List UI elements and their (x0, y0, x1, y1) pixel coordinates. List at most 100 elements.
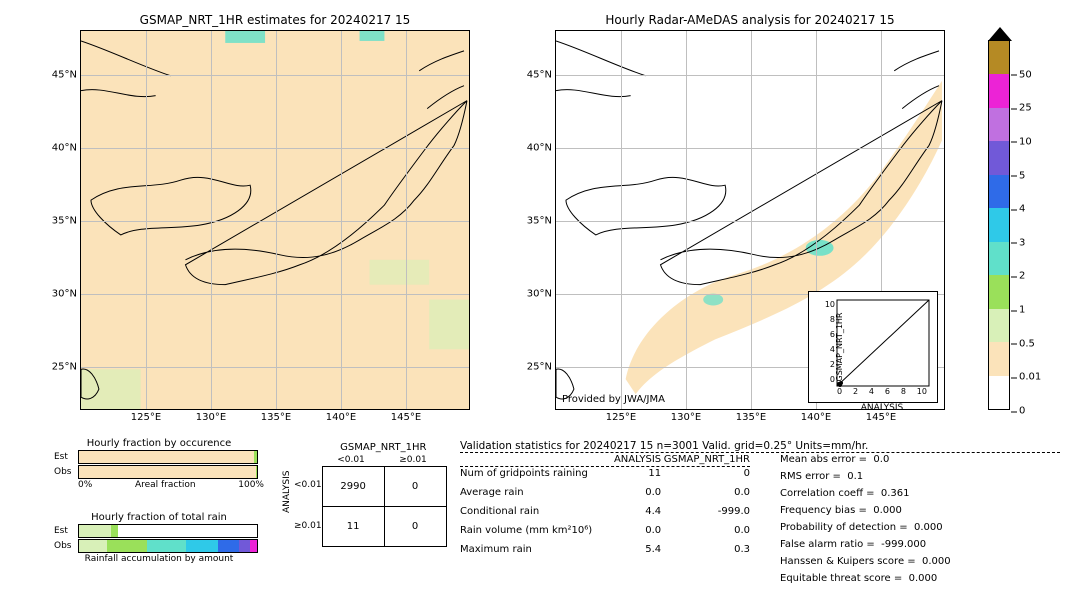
inset-ytick: 10 (817, 300, 835, 309)
contingency-block: GSMAP_NRT_1HR <0.01 ≥0.01 ANALYSIS <0.01… (280, 442, 447, 547)
y-tick: 35°N (522, 216, 552, 227)
x-tick: 145°E (866, 412, 896, 423)
inset-ytick: 4 (817, 345, 835, 354)
occ-x-right: 100% (238, 480, 264, 490)
inset-xtick: 8 (901, 387, 906, 398)
provider-label: Provided by JWA/JMA (562, 394, 665, 405)
tr-bar (78, 539, 258, 553)
x-tick: 130°E (671, 412, 701, 423)
y-tick: 30°N (522, 289, 552, 300)
tr-row-label: Est (54, 526, 78, 536)
colorbar-seg (989, 376, 1009, 409)
inset-scatter: 0246810 0246810 ANALYSIS GSMAP_NRT_1HR (808, 291, 938, 403)
cont-cell-00: 2990 (322, 466, 384, 506)
cont-col-headers: <0.01 ≥0.01 (320, 455, 447, 465)
x-tick: 145°E (391, 412, 421, 423)
contingency-table: 2990 0 11 0 (322, 466, 447, 547)
gsmap-map-title: GSMAP_NRT_1HR estimates for 20240217 15 (81, 13, 469, 27)
x-tick: 140°E (801, 412, 831, 423)
colorbar-seg (989, 342, 1009, 375)
inset-ytick: 6 (817, 330, 835, 339)
cont-side-label: ANALYSIS (282, 499, 292, 513)
score-list: Mean abs error = 0.0RMS error = 0.1Corre… (780, 453, 1010, 589)
colorbar-tick: 25 (1019, 103, 1032, 114)
comparison-table: ANALYSIS GSMAP_NRT_1HR Num of gridpoints… (460, 453, 750, 589)
score-row: Probability of detection = 0.000 (780, 521, 1010, 534)
x-tick: 125°E (606, 412, 636, 423)
occ-bar (78, 465, 258, 479)
colorbar-seg (989, 309, 1009, 342)
x-tick: 135°E (736, 412, 766, 423)
inset-xtick: 2 (853, 387, 858, 398)
totalrain-block: Hourly fraction of total rain EstObs Rai… (54, 512, 264, 564)
score-row: False alarm ratio = -999.000 (780, 538, 1010, 551)
inset-x-ticks: 02468 10 (837, 387, 927, 398)
colorbar: 00.010.512345102550 (988, 40, 1010, 410)
score-row: Hanssen & Kuipers score = 0.000 (780, 555, 1010, 568)
ct-hdr-analysis: ANALYSIS (600, 453, 661, 466)
occurrence-block: Hourly fraction by occurence Est Obs 0% … (54, 438, 264, 490)
y-tick: 40°N (47, 142, 77, 153)
validation-block: Validation statistics for 20240217 15 n=… (460, 440, 1060, 589)
y-tick: 35°N (47, 216, 77, 227)
colorbar-seg (989, 242, 1009, 275)
totalrain-title: Hourly fraction of total rain (54, 512, 264, 523)
y-tick: 25°N (522, 362, 552, 373)
inset-xtick: 6 (885, 387, 890, 398)
inset-ytick: 8 (817, 315, 835, 324)
inset-xtick: 4 (869, 387, 874, 398)
colorbar-tick: 3 (1019, 237, 1025, 248)
x-tick: 125°E (131, 412, 161, 423)
colorbar-seg (989, 275, 1009, 308)
score-row: Equitable threat score = 0.000 (780, 572, 1010, 585)
colorbar-tick: 1 (1019, 305, 1025, 316)
cont-top-label: GSMAP_NRT_1HR (320, 442, 447, 453)
comparison-row: Maximum rain 5.4 0.3 (460, 543, 750, 556)
y-tick: 30°N (47, 289, 77, 300)
inset-xlabel: ANALYSIS (837, 403, 927, 413)
x-tick: 130°E (196, 412, 226, 423)
score-row: RMS error = 0.1 (780, 470, 1010, 483)
y-tick: 40°N (522, 142, 552, 153)
cont-row-headers: <0.01 ≥0.01 (294, 465, 322, 547)
cont-col-0: <0.01 (320, 455, 382, 465)
totalrain-caption: Rainfall accumulation by amount (54, 554, 264, 564)
gsmap-map-y-ticks: 25°N30°N35°N40°N45°N (81, 31, 469, 409)
occurrence-xaxis: 0% Areal fraction 100% (78, 480, 264, 490)
colorbar-tick: 2 (1019, 271, 1025, 282)
inset-xtick: 10 (917, 387, 927, 398)
colorbar-tick: 0 (1019, 406, 1025, 417)
colorbar-tick: 4 (1019, 204, 1025, 215)
colorbar-seg (989, 74, 1009, 107)
cont-cell-01: 0 (384, 466, 446, 506)
colorbar-tick: 10 (1019, 136, 1032, 147)
comparison-row: Rain volume (mm km²10⁶) 0.0 0.0 (460, 524, 750, 537)
colorbar-seg (989, 141, 1009, 174)
x-tick: 135°E (261, 412, 291, 423)
score-row: Correlation coeff = 0.361 (780, 487, 1010, 500)
comparison-row: Average rain 0.0 0.0 (460, 486, 750, 499)
cont-cell-11: 0 (384, 506, 446, 546)
inset-xtick: 0 (837, 387, 842, 398)
colorbar-seg (989, 175, 1009, 208)
occ-bar (78, 450, 258, 464)
occ-row-label: Obs (54, 467, 78, 477)
y-tick: 25°N (47, 362, 77, 373)
tr-bar (78, 524, 258, 538)
inset-ytick: 2 (817, 360, 835, 369)
ct-hdr-gsmap: GSMAP_NRT_1HR (661, 453, 750, 466)
gsmap-map-panel: GSMAP_NRT_1HR estimates for 20240217 15 … (80, 30, 470, 410)
colorbar-tick: 0.5 (1019, 338, 1035, 349)
colorbar-seg (989, 108, 1009, 141)
inset-y-ticks: 0246810 (817, 300, 835, 384)
cont-row-1: ≥0.01 (294, 506, 322, 547)
score-row: Frequency bias = 0.000 (780, 504, 1010, 517)
y-tick: 45°N (522, 69, 552, 80)
comparison-row: Num of gridpoints raining 11 0 (460, 467, 750, 480)
cont-col-1: ≥0.01 (382, 455, 444, 465)
radar-map-title: Hourly Radar-AMeDAS analysis for 2024021… (556, 13, 944, 27)
x-tick: 140°E (326, 412, 356, 423)
occ-x-left: 0% (78, 480, 92, 490)
colorbar-seg (989, 208, 1009, 241)
colorbar-tick: 0.01 (1019, 372, 1041, 383)
